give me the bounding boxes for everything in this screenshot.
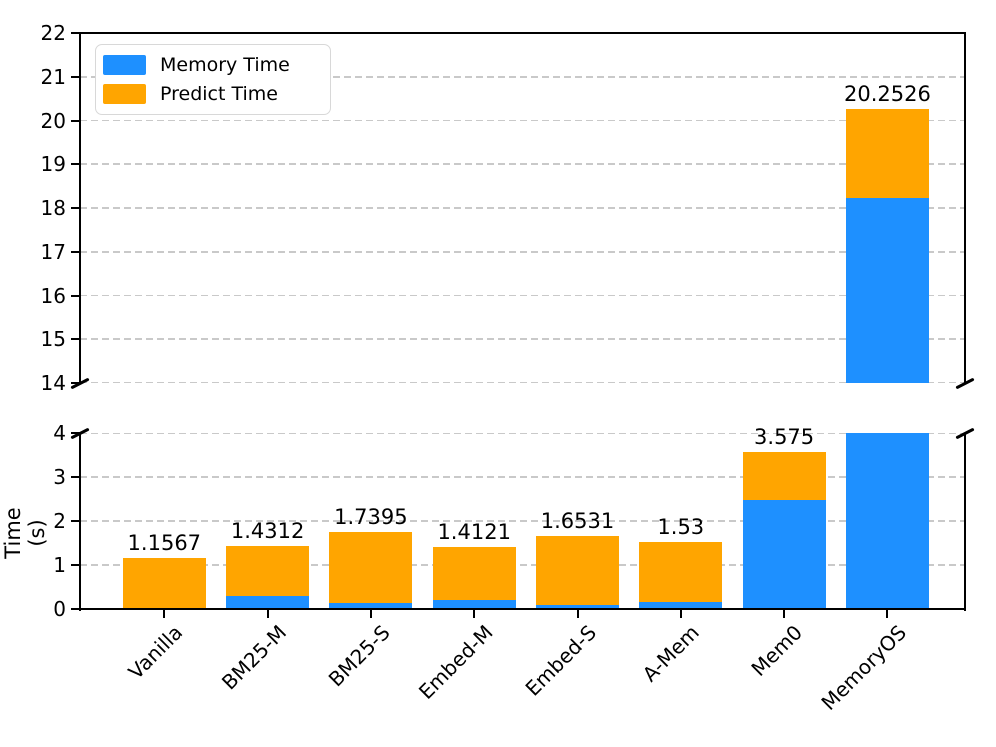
y-tick-label: 2 <box>53 509 66 533</box>
bar-segment-memory <box>845 433 929 609</box>
y-tick <box>71 294 80 297</box>
y-tick <box>71 564 80 566</box>
y-tick-label: 1 <box>53 553 66 577</box>
legend-swatch-memory-time-icon <box>103 55 146 75</box>
x-tick-label: Vanilla <box>123 620 188 684</box>
bar-segment-predict <box>432 546 516 601</box>
bar-segment-memory <box>639 602 723 609</box>
y-tick <box>71 608 80 610</box>
axis-spine <box>79 433 81 611</box>
bar-segment-memory <box>845 198 929 383</box>
x-tick-label: Embed-M <box>413 620 498 704</box>
x-tick <box>266 610 269 618</box>
axis-spine <box>79 32 966 34</box>
y-tick-label: 14 <box>40 371 66 395</box>
x-tick-label: MemoryOS <box>816 620 911 715</box>
legend-entry-memory-time: Memory Time <box>103 54 320 76</box>
grid-line <box>80 207 965 209</box>
y-tick-label: 16 <box>40 283 66 308</box>
bar-segment-predict <box>329 532 413 603</box>
legend-entry-predict-time: Predict Time <box>103 83 320 105</box>
y-tick <box>71 119 80 122</box>
grid-line <box>80 294 965 297</box>
bar-value-label: 1.6531 <box>540 509 615 534</box>
bar-segment-predict <box>845 109 929 199</box>
x-tick-label: Embed-S <box>520 620 601 701</box>
y-tick-label: 4 <box>53 421 66 445</box>
y-tick <box>71 520 80 522</box>
bar-segment-memory <box>432 600 516 609</box>
y-tick <box>71 338 80 341</box>
legend-swatch-predict-time-icon <box>103 84 146 104</box>
bar-value-label: 1.4121 <box>437 519 511 544</box>
grid-line <box>80 433 965 434</box>
x-tick-label: Mem0 <box>746 620 808 681</box>
bar-segment-predict <box>122 558 206 609</box>
x-tick <box>576 610 579 618</box>
grid-line <box>80 163 965 166</box>
grid-line <box>80 338 965 341</box>
y-tick-label: 0 <box>53 597 66 621</box>
grid-line <box>80 75 965 78</box>
bar-value-label: 1.1567 <box>127 531 202 556</box>
grid-line <box>80 119 965 122</box>
y-tick-label: 22 <box>40 21 66 45</box>
x-tick <box>783 610 786 618</box>
grid-line <box>80 382 965 383</box>
bar-value-label: 20.2526 <box>843 82 931 107</box>
bar-segment-memory <box>536 605 619 609</box>
bar-segment-predict <box>639 541 723 603</box>
y-tick-label: 17 <box>40 239 66 264</box>
y-tick-label: 19 <box>40 152 66 177</box>
bar-segment-predict <box>742 451 826 501</box>
x-tick-label: A-Mem <box>637 620 705 687</box>
bar-segment-memory <box>329 602 413 609</box>
legend: Memory Time Predict Time <box>95 44 331 115</box>
y-tick <box>71 476 80 478</box>
bar-segment-memory <box>742 500 826 609</box>
y-tick <box>71 163 80 166</box>
axis-spine <box>79 608 966 610</box>
x-tick-label: BM25-M <box>216 620 291 695</box>
y-tick <box>71 207 80 209</box>
y-tick-label: 3 <box>53 465 66 489</box>
legend-label-predict-time: Predict Time <box>160 83 278 105</box>
bar-value-label: 1.53 <box>657 514 705 539</box>
bar-value-label: 3.575 <box>754 424 815 449</box>
x-tick <box>163 610 166 618</box>
grid-line <box>80 564 965 566</box>
x-tick <box>679 610 682 618</box>
y-tick-label: 15 <box>40 327 66 352</box>
y-tick <box>71 75 80 78</box>
axis-panel <box>80 33 965 383</box>
y-tick-label: 21 <box>40 64 66 89</box>
y-tick-label: 18 <box>40 196 66 220</box>
bar-segment-predict <box>536 536 619 606</box>
axis-panel <box>80 433 965 609</box>
grid-line <box>80 250 965 253</box>
x-tick <box>886 610 889 618</box>
y-tick <box>71 250 80 253</box>
grid-line <box>80 476 965 478</box>
axis-spine <box>79 32 81 384</box>
x-tick <box>473 610 476 618</box>
axis-spine <box>964 433 966 611</box>
axis-spine <box>964 32 966 384</box>
y-tick <box>71 32 80 34</box>
bar-value-label: 1.7395 <box>334 505 408 530</box>
bar-value-label: 1.4312 <box>230 519 305 544</box>
legend-label-memory-time: Memory Time <box>160 54 290 76</box>
grid-line <box>80 520 965 522</box>
bar-segment-predict <box>226 546 310 597</box>
bar-segment-memory <box>226 596 310 609</box>
x-tick-label: BM25-S <box>323 620 395 692</box>
y-tick-label: 20 <box>40 108 66 133</box>
x-tick <box>369 610 372 618</box>
